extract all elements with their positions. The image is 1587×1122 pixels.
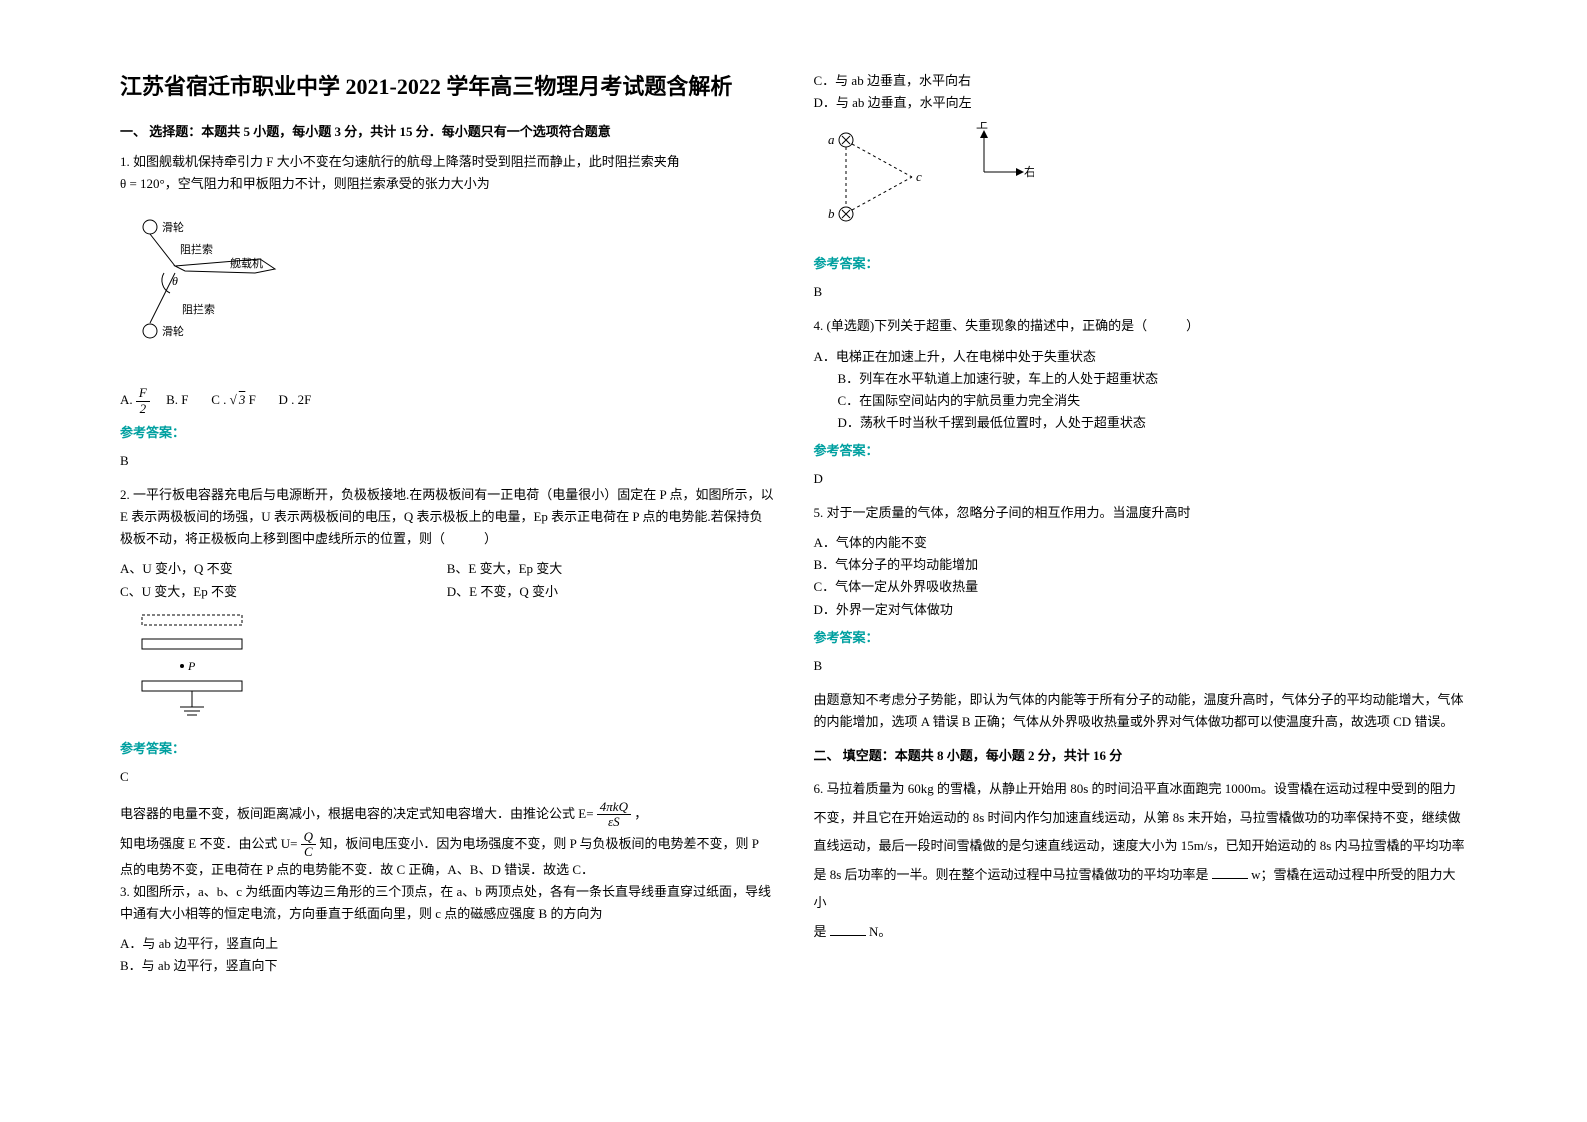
q2-frac1-den: εS (597, 815, 631, 829)
q3-answer: B (814, 281, 1468, 303)
q1-answer: B (120, 450, 774, 472)
d1-rope2: 阻拦索 (182, 302, 215, 316)
q1-optD: D . 2F (279, 392, 312, 407)
q2-frac2-num: Q (301, 830, 316, 845)
left-column: 江苏省宿迁市职业中学 2021-2022 学年高三物理月考试题含解析 一、 选择… (100, 70, 794, 1092)
d1-plane: 舰载机 (230, 256, 263, 270)
q6-blank1 (1212, 866, 1248, 879)
q2-optA: A、U 变小，Q 不变 (120, 558, 447, 580)
q2-answer-label: 参考答案： (120, 738, 774, 760)
question-5: 5. 对于一定质量的气体，忽略分子间的相互作用力。当温度升高时 (814, 502, 1468, 524)
page-title: 江苏省宿迁市职业中学 2021-2022 学年高三物理月考试题含解析 (120, 70, 774, 103)
question-1: 1. 如图舰载机保持牵引力 F 大小不变在匀速航行的航母上降落时受到阻拦而静止，… (120, 151, 774, 195)
right-column: C．与 ab 边垂直，水平向右 D．与 ab 边垂直，水平向左 a b c 上 … (794, 70, 1488, 1092)
q2-answer: C (120, 766, 774, 788)
q3-optA: A．与 ab 边平行，竖直向上 (120, 933, 774, 955)
q6-p2: 是 (814, 924, 827, 939)
q1-stem1: 1. 如图舰载机保持牵引力 F 大小不变在匀速航行的航母上降落时受到阻拦而静止，… (120, 154, 680, 169)
q4-answer-label: 参考答案： (814, 440, 1468, 462)
d1-rope1: 阻拦索 (180, 242, 213, 256)
q2-explain-2: 知电场强度 E 不变．由公式 U= Q C 知，板间电压变小．因为电场强度不变，… (120, 830, 774, 882)
d2-p: P (187, 659, 196, 673)
q2-explain-1a: 电容器的电量不变，板间距离减小，根据电容的决定式知电容增大．由推论公式 E= (120, 806, 594, 821)
q1-optC-suffix: F (245, 392, 255, 407)
q1-answer-label: 参考答案： (120, 422, 774, 444)
question-2: 2. 一平行板电容器充电后与电源断开，负极板接地.在两极板间有一正电荷（电量很小… (120, 484, 774, 550)
q1-stem2: θ = 120°，空气阻力和甲板阻力不计，则阻拦索承受的张力大小为 (120, 176, 490, 191)
q4-answer: D (814, 468, 1468, 490)
q3-answer-label: 参考答案： (814, 253, 1468, 275)
q5-answer: B (814, 655, 1468, 677)
q3-optD: D．与 ab 边垂直，水平向左 (814, 92, 1468, 114)
q4-optD: D．荡秋千时当秋千摆到最低位置时，人处于超重状态 (814, 412, 1468, 434)
q1-options: A. F 2 B. F C . √3 F D . 2F (120, 386, 774, 416)
d3-up: 上 (976, 122, 988, 131)
q1-frac-num: F (136, 386, 150, 401)
q5-optD: D．外界一定对气体做功 (814, 599, 1468, 621)
q3-diagram: a b c 上 右 (814, 122, 1034, 232)
q1-optA-prefix: A. (120, 392, 133, 407)
q1-frac-den: 2 (136, 402, 150, 416)
d1-pulley-bot: 滑轮 (162, 324, 184, 338)
q2-frac1-num: 4πkQ (597, 800, 631, 815)
question-4: 4. (单选题)下列关于超重、失重现象的描述中，正确的是（ ） (814, 315, 1468, 337)
question-3: 3. 如图所示，a、b、c 为纸面内等边三角形的三个顶点，在 a、b 两顶点处，… (120, 881, 774, 925)
q1-optA-frac: F 2 (136, 386, 150, 416)
q4-optB: B．列车在水平轨道上加速行驶，车上的人处于超重状态 (814, 368, 1468, 390)
q4-optA: A．电梯正在加速上升，人在电梯中处于失重状态 (814, 346, 1468, 368)
d1-pulley-top: 滑轮 (162, 220, 184, 234)
d3-b: b (828, 206, 835, 221)
q5-optA: A．气体的内能不变 (814, 532, 1468, 554)
section1-header: 一、 选择题：本题共 5 小题，每小题 3 分，共计 15 分．每小题只有一个选… (120, 121, 774, 143)
q3-optC: C．与 ab 边垂直，水平向右 (814, 70, 1468, 92)
q2-frac2: Q C (301, 830, 316, 860)
d3-a: a (828, 132, 835, 147)
q2-explain-1: 电容器的电量不变，板间距离减小，根据电容的决定式知电容增大．由推论公式 E= 4… (120, 800, 774, 830)
q5-optB: B．气体分子的平均动能增加 (814, 554, 1468, 576)
q2-options: A、U 变小，Q 不变 B、E 变大，Ep 变大 C、U 变大，Ep 不变 D、… (120, 558, 774, 602)
q4-optC: C．在国际空间站内的宇航员重力完全消失 (814, 390, 1468, 412)
q6-blank2 (830, 923, 866, 936)
d3-c: c (916, 169, 922, 184)
q5-answer-label: 参考答案： (814, 627, 1468, 649)
q5-explain: 由题意知不考虑分子势能，即认为气体的内能等于所有分子的动能，温度升高时，气体分子… (814, 689, 1468, 733)
d3-right: 右 (1024, 164, 1034, 179)
q2-frac1: 4πkQ εS (597, 800, 631, 830)
q3-optB: B．与 ab 边平行，竖直向下 (120, 955, 774, 977)
q2-diagram: P (132, 611, 272, 721)
q2-frac2-den: C (301, 845, 316, 859)
q2-optC: C、U 变大，Ep 不变 (120, 581, 447, 603)
q1-optC-prefix: C . (211, 392, 226, 407)
question-6: 6. 马拉着质量为 60kg 的雪橇，从静止开始用 80s 的时间沿平直冰面跑完… (814, 775, 1468, 947)
q2-optB: B、E 变大，Ep 变大 (447, 558, 774, 580)
q2-explain-1b: ， (634, 806, 647, 821)
q1-diagram: 滑轮 阻拦索 舰载机 θ 阻拦索 滑轮 (120, 211, 300, 371)
q2-optD: D、E 不变，Q 变小 (447, 581, 774, 603)
q1-optB: B. F (166, 392, 188, 407)
q2-explain-2a: 知电场强度 E 不变．由公式 U= (120, 835, 297, 850)
section2-header: 二、 填空题：本题共 8 小题，每小题 2 分，共计 16 分 (814, 745, 1468, 767)
q5-optC: C．气体一定从外界吸收热量 (814, 576, 1468, 598)
q6-p2-unit: N。 (869, 924, 891, 939)
